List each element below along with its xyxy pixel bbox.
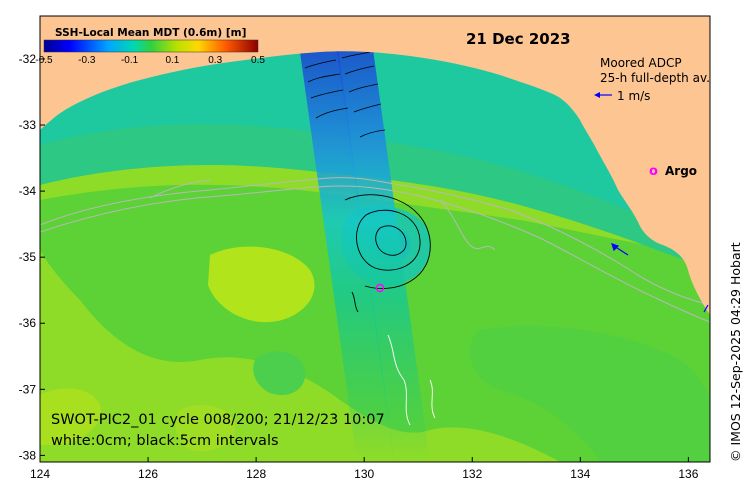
swot-swath-west (300, 46, 395, 462)
colorbar: SSH-Local Mean MDT (0.6m) [m] -0.5 -0.3 -0… (35, 27, 265, 66)
x-axis: 124 126 128 130 132 134 136 (30, 457, 699, 481)
y-tick-label: -37 (19, 382, 37, 396)
colorbar-ticks: -0.5 -0.3 -0.1 0.1 0.3 0.5 (35, 55, 265, 66)
map-plot-area (40, 16, 710, 462)
colorbar-gradient (43, 39, 259, 53)
bathymetry-contours (40, 177, 710, 323)
y-axis: -32 -33 -34 -35 -36 -37 -38 (19, 52, 45, 462)
colorbar-tick-label: -0.5 (35, 55, 53, 66)
adcp-scale-label: 1 m/s (617, 89, 650, 103)
y-tick-label: -33 (19, 118, 37, 132)
adcp-scale-arrow-icon (594, 92, 612, 98)
x-tick-label: 126 (138, 467, 158, 481)
credit-text: © IMOS 12-Sep-2025 04:29 Hobart (728, 242, 743, 462)
colorbar-tick-label: 0.3 (208, 55, 222, 66)
argo-legend-marker: o (649, 164, 658, 179)
swath-contours (304, 51, 386, 138)
y-tick-label: -35 (19, 250, 37, 264)
map-date: 21 Dec 2023 (466, 30, 571, 48)
y-tick-label: -38 (19, 448, 37, 462)
y-tick-label: -34 (19, 184, 37, 198)
ocean-band-high-south (175, 405, 236, 452)
y-tick-label: -32 (19, 52, 37, 66)
ocean-eddy-south (253, 351, 306, 396)
x-tick-label: 134 (570, 467, 590, 481)
caption-line2: white:0cm; black:5cm intervals (51, 433, 279, 449)
zero-contours (387, 334, 436, 426)
x-tick-label: 132 (462, 467, 482, 481)
argo-float-marker (375, 283, 385, 293)
colorbar-tick-label: 0.5 (251, 55, 265, 66)
eddy-contours (344, 194, 431, 313)
x-tick-label: 124 (30, 467, 50, 481)
caption-line1: SWOT-PIC2_01 cycle 008/200; 21/12/23 10:… (51, 412, 385, 428)
colorbar-tick-label: -0.1 (121, 55, 139, 66)
x-tick-label: 136 (678, 467, 698, 481)
x-tick-label: 130 (354, 467, 374, 481)
ocean-band-high-west (208, 246, 315, 323)
ocean-band-high-sw (40, 388, 101, 445)
adcp-legend-line1: Moored ADCP (600, 56, 682, 70)
plot-frame (39, 15, 711, 463)
colorbar-title: SSH-Local Mean MDT (0.6m) [m] (55, 27, 246, 39)
argo-legend-label: Argo (665, 164, 697, 178)
adcp-legend-line2: 25-h full-depth av. (600, 71, 710, 85)
adcp-current-arrows (611, 243, 709, 313)
colorbar-tick-label: -0.3 (78, 55, 96, 66)
ocean-band-southeast (469, 326, 710, 462)
y-tick-label: -36 (19, 316, 37, 330)
x-tick-label: 128 (246, 467, 266, 481)
colorbar-tick-label: 0.1 (165, 55, 179, 66)
